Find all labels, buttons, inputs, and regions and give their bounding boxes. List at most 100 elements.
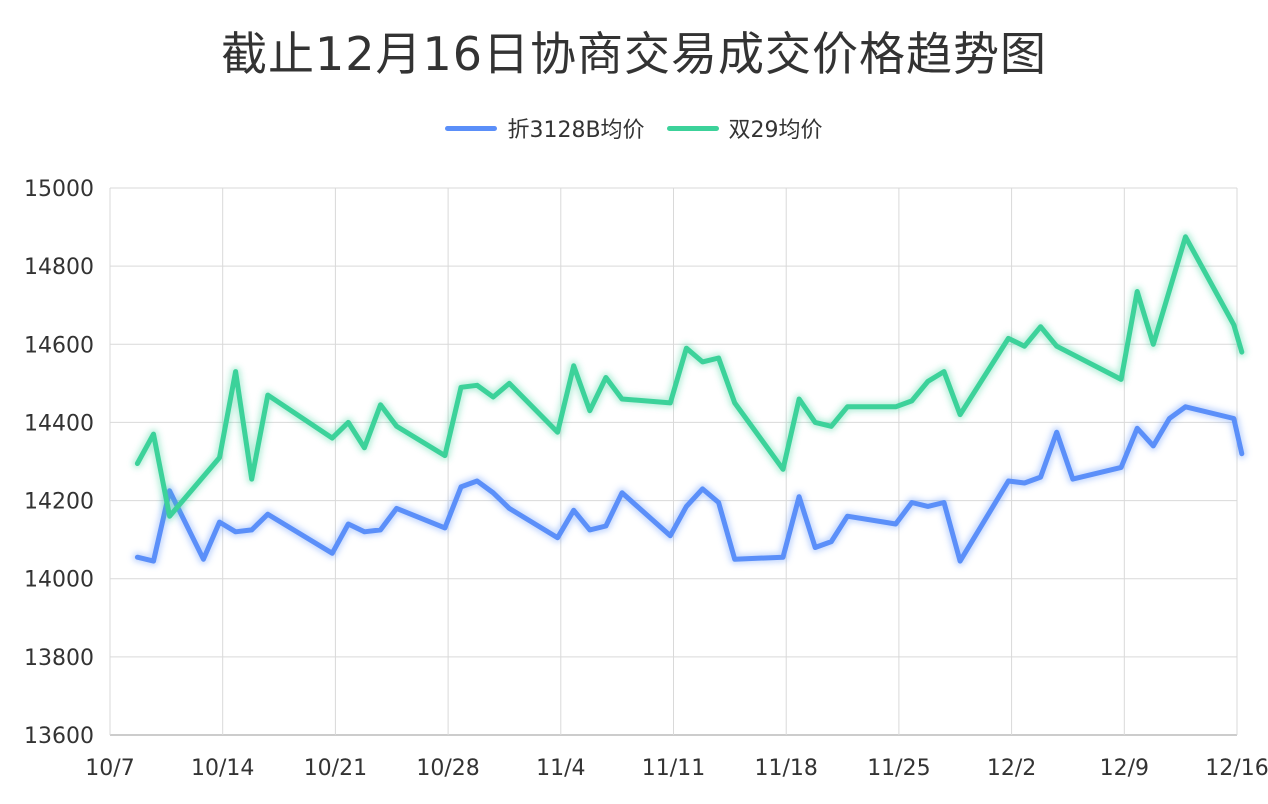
- data-point-series-0[interactable]: [442, 525, 447, 530]
- data-point-series-1[interactable]: [249, 477, 254, 482]
- data-point-series-1[interactable]: [1006, 336, 1011, 341]
- data-point-series-0[interactable]: [1183, 404, 1188, 409]
- data-point-series-0[interactable]: [700, 486, 705, 491]
- data-point-series-0[interactable]: [394, 506, 399, 511]
- data-point-series-0[interactable]: [587, 527, 592, 532]
- data-point-series-0[interactable]: [1038, 475, 1043, 480]
- data-point-series-0[interactable]: [378, 527, 383, 532]
- data-point-series-0[interactable]: [507, 506, 512, 511]
- data-point-series-1[interactable]: [265, 393, 270, 398]
- data-point-series-1[interactable]: [845, 404, 850, 409]
- data-point-series-0[interactable]: [1070, 477, 1075, 482]
- data-point-series-0[interactable]: [1151, 443, 1156, 448]
- data-point-series-1[interactable]: [958, 412, 963, 417]
- data-point-series-0[interactable]: [716, 500, 721, 505]
- data-point-series-0[interactable]: [603, 524, 608, 529]
- data-point-series-0[interactable]: [475, 479, 480, 484]
- data-point-series-0[interactable]: [1239, 451, 1244, 456]
- data-point-series-1[interactable]: [442, 453, 447, 458]
- data-point-series-0[interactable]: [265, 512, 270, 517]
- series-line-1[interactable]: [134, 234, 1245, 519]
- data-point-series-0[interactable]: [491, 490, 496, 495]
- data-point-series-0[interactable]: [732, 557, 737, 562]
- data-point-series-0[interactable]: [909, 500, 914, 505]
- data-point-series-1[interactable]: [684, 346, 689, 351]
- data-point-series-0[interactable]: [668, 533, 673, 538]
- data-point-series-0[interactable]: [781, 555, 786, 560]
- data-point-series-0[interactable]: [1022, 481, 1027, 486]
- data-point-series-1[interactable]: [1038, 324, 1043, 329]
- legend-item-series-0[interactable]: 折3128B均价: [445, 112, 645, 144]
- data-point-series-0[interactable]: [958, 559, 963, 564]
- data-point-series-1[interactable]: [797, 397, 802, 402]
- data-point-series-1[interactable]: [1151, 342, 1156, 347]
- data-point-series-1[interactable]: [1239, 350, 1244, 355]
- data-point-series-0[interactable]: [555, 535, 560, 540]
- data-point-series-1[interactable]: [475, 383, 480, 388]
- data-point-series-1[interactable]: [829, 424, 834, 429]
- series-line-0[interactable]: [134, 404, 1245, 564]
- data-point-series-1[interactable]: [555, 430, 560, 435]
- legend-item-series-1[interactable]: 双29均价: [666, 112, 823, 144]
- data-point-series-0[interactable]: [362, 529, 367, 534]
- data-point-series-1[interactable]: [394, 424, 399, 429]
- data-point-series-1[interactable]: [603, 375, 608, 380]
- data-point-series-0[interactable]: [135, 555, 140, 560]
- data-point-series-1[interactable]: [1022, 344, 1027, 349]
- data-point-series-0[interactable]: [1119, 465, 1124, 470]
- data-point-series-1[interactable]: [459, 385, 464, 390]
- data-point-series-1[interactable]: [893, 404, 898, 409]
- data-point-series-0[interactable]: [1054, 430, 1059, 435]
- data-point-series-0[interactable]: [1135, 426, 1140, 431]
- data-point-series-0[interactable]: [620, 490, 625, 495]
- data-point-series-0[interactable]: [233, 529, 238, 534]
- data-point-series-0[interactable]: [459, 484, 464, 489]
- data-point-series-0[interactable]: [346, 522, 351, 527]
- data-point-series-1[interactable]: [909, 398, 914, 403]
- data-point-series-1[interactable]: [378, 402, 383, 407]
- data-point-series-1[interactable]: [491, 395, 496, 400]
- data-point-series-1[interactable]: [571, 363, 576, 368]
- data-point-series-1[interactable]: [716, 356, 721, 361]
- data-point-series-1[interactable]: [330, 436, 335, 441]
- data-point-series-0[interactable]: [797, 494, 802, 499]
- data-point-series-0[interactable]: [942, 500, 947, 505]
- data-point-series-0[interactable]: [829, 539, 834, 544]
- data-point-series-0[interactable]: [845, 514, 850, 519]
- data-point-series-1[interactable]: [620, 397, 625, 402]
- data-point-series-0[interactable]: [1167, 416, 1172, 421]
- data-point-series-1[interactable]: [1183, 234, 1188, 239]
- data-point-series-1[interactable]: [362, 445, 367, 450]
- data-point-series-1[interactable]: [1119, 377, 1124, 382]
- data-point-series-1[interactable]: [813, 420, 818, 425]
- data-point-series-1[interactable]: [668, 400, 673, 405]
- data-point-series-1[interactable]: [217, 455, 222, 460]
- data-point-series-1[interactable]: [700, 359, 705, 364]
- data-point-series-1[interactable]: [925, 379, 930, 384]
- data-point-series-0[interactable]: [249, 527, 254, 532]
- data-point-series-1[interactable]: [732, 400, 737, 405]
- data-point-series-0[interactable]: [1006, 479, 1011, 484]
- data-point-series-0[interactable]: [217, 520, 222, 525]
- data-point-series-1[interactable]: [942, 369, 947, 374]
- data-point-series-0[interactable]: [684, 504, 689, 509]
- data-point-series-0[interactable]: [330, 551, 335, 556]
- data-point-series-1[interactable]: [1135, 289, 1140, 294]
- data-point-series-1[interactable]: [346, 420, 351, 425]
- data-point-series-0[interactable]: [151, 559, 156, 564]
- data-point-series-1[interactable]: [1231, 322, 1236, 327]
- data-point-series-1[interactable]: [1054, 344, 1059, 349]
- data-point-series-1[interactable]: [587, 408, 592, 413]
- data-point-series-0[interactable]: [1231, 416, 1236, 421]
- data-point-series-0[interactable]: [893, 522, 898, 527]
- data-point-series-1[interactable]: [781, 467, 786, 472]
- data-point-series-0[interactable]: [925, 504, 930, 509]
- data-point-series-1[interactable]: [233, 369, 238, 374]
- data-point-series-1[interactable]: [151, 432, 156, 437]
- data-point-series-1[interactable]: [167, 514, 172, 519]
- data-point-series-0[interactable]: [813, 545, 818, 550]
- data-point-series-1[interactable]: [507, 381, 512, 386]
- data-point-series-0[interactable]: [571, 508, 576, 513]
- data-point-series-1[interactable]: [135, 461, 140, 466]
- data-point-series-0[interactable]: [201, 557, 206, 562]
